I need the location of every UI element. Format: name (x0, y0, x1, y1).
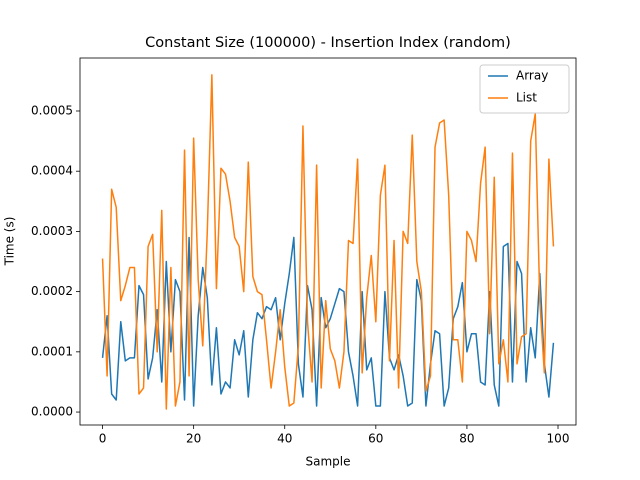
x-tick-label: 100 (547, 432, 570, 446)
x-tick-label: 20 (186, 432, 201, 446)
data-line (101, 74, 555, 410)
y-tick-label: 0.0003 (31, 224, 73, 238)
y-tick-label: 0.0004 (31, 164, 73, 178)
y-tick-label: 0.0002 (31, 284, 73, 298)
legend-label: List (516, 91, 537, 105)
x-tick-label: 80 (459, 432, 474, 446)
y-tick-label: 0.0001 (31, 344, 73, 358)
x-tick-label: 60 (368, 432, 383, 446)
x-tick-label: 40 (277, 432, 292, 446)
legend-box (479, 64, 570, 114)
legend-label: Array (516, 69, 548, 83)
plot-frame (79, 57, 577, 426)
y-tick-label: 0.0005 (31, 103, 73, 117)
x-axis-label: Sample (306, 455, 351, 469)
chart-title: Constant Size (100000) - Insertion Index… (145, 35, 511, 51)
y-axis-label: Time (s) (3, 217, 17, 267)
y-tick-label: 0.0000 (31, 405, 73, 419)
x-tick-label: 0 (99, 432, 107, 446)
